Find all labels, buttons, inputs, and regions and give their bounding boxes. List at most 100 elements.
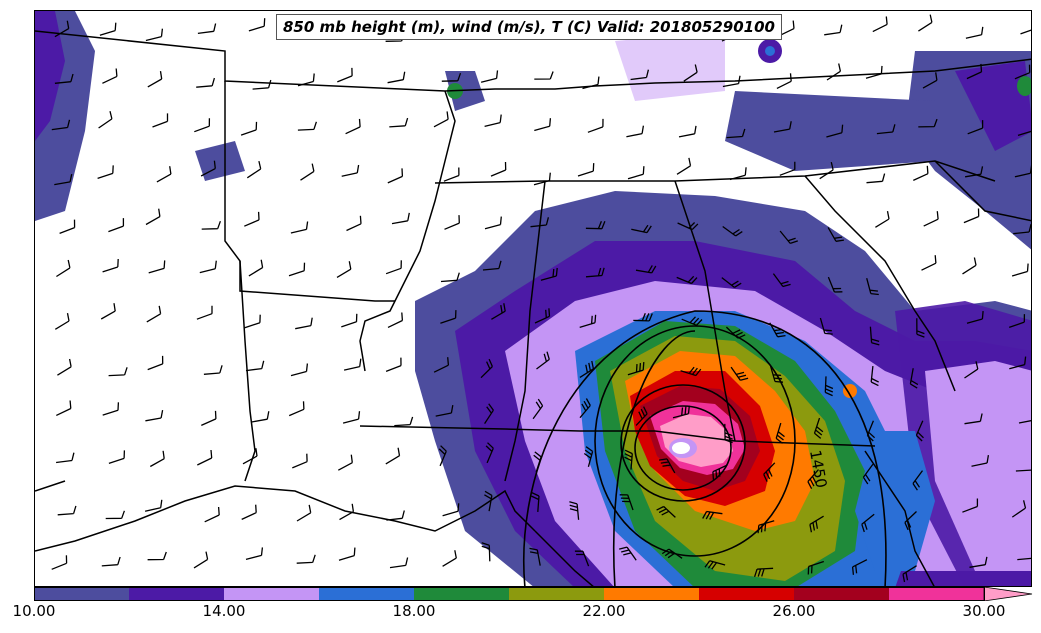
wind-barb — [197, 23, 217, 35]
colorbar-band — [34, 587, 130, 601]
wind-barb — [389, 557, 409, 569]
wind-barb — [102, 258, 119, 273]
wind-barb — [102, 68, 118, 84]
wind-barb — [481, 542, 491, 562]
wind-barb — [54, 173, 73, 186]
wind-barb — [776, 73, 792, 89]
wind-barb — [147, 355, 164, 371]
wind-barb — [343, 358, 362, 371]
wind-barb — [391, 212, 410, 225]
wind-barb — [387, 71, 406, 84]
wind-barb — [435, 404, 454, 417]
wind-barb — [807, 469, 819, 490]
colorbar-band — [604, 587, 700, 601]
wind-barb — [656, 505, 676, 518]
wind-barb — [865, 65, 883, 79]
wind-barb — [826, 63, 842, 81]
wind-barb — [385, 447, 401, 465]
wind-barb — [200, 160, 216, 177]
wind-barb — [336, 261, 352, 278]
map-panel: 1450 — [34, 10, 1032, 587]
wind-barb — [807, 560, 825, 575]
wind-barb — [569, 501, 580, 520]
wind-barb — [152, 113, 169, 128]
wind-barb — [57, 505, 77, 516]
wind-barb — [100, 303, 116, 320]
wind-barb — [965, 26, 984, 39]
wind-barb — [757, 520, 775, 534]
wind-barbs — [51, 14, 1031, 583]
wind-barb — [59, 219, 76, 235]
wind-barb — [909, 368, 919, 389]
wind-barb — [1014, 165, 1031, 178]
wind-barb — [635, 406, 648, 426]
colorbar-tick-label: 22.00 — [582, 602, 626, 620]
wind-barb — [145, 28, 164, 42]
wind-barb — [484, 403, 494, 424]
wind-barb — [389, 117, 409, 128]
wind-barb — [295, 317, 313, 330]
wind-barb — [531, 492, 540, 512]
wind-barb — [338, 547, 356, 561]
colorbar-band — [129, 587, 225, 601]
wind-barb — [1013, 224, 1031, 235]
wind-barb — [1011, 263, 1029, 277]
colorbar-band — [699, 587, 795, 601]
wind-barb — [964, 413, 983, 425]
wind-barb — [536, 351, 550, 370]
wind-barb — [769, 366, 784, 383]
map-canvas: 1450 — [35, 11, 1031, 586]
wind-barb — [480, 358, 493, 379]
wind-barb — [763, 462, 776, 482]
wind-barb — [702, 510, 723, 520]
colorbar — [34, 587, 1033, 601]
wind-barb — [681, 316, 703, 326]
wind-barb — [530, 217, 550, 228]
wind-barb — [577, 163, 595, 177]
wind-barb — [913, 165, 929, 181]
wind-barb — [872, 16, 888, 33]
wind-barb — [252, 79, 272, 90]
wind-barb — [627, 362, 645, 376]
wind-barb — [918, 14, 933, 32]
wind-barb — [533, 451, 542, 473]
wind-barb — [441, 72, 462, 82]
wind-barb — [145, 409, 164, 422]
wind-barb — [244, 211, 260, 227]
wind-barb — [248, 259, 264, 277]
wind-barb — [964, 361, 979, 379]
wind-barb — [490, 161, 507, 177]
wind-barb — [149, 450, 165, 468]
colorbar-tick-label: 18.00 — [392, 602, 436, 620]
wind-barb — [288, 262, 306, 277]
wind-barb — [819, 317, 833, 335]
wind-barb — [866, 420, 876, 442]
wind-barb — [585, 220, 606, 230]
wind-barb — [773, 121, 792, 133]
wind-barb — [56, 400, 72, 416]
wind-barb — [485, 442, 494, 464]
wind-barb — [491, 303, 506, 320]
wind-barb — [775, 422, 785, 444]
wind-barb — [387, 312, 404, 328]
wind-barb — [726, 128, 746, 139]
wind-barb — [101, 556, 121, 567]
wind-barb — [964, 166, 984, 178]
wind-barb — [98, 111, 113, 129]
colorbar-band — [319, 587, 415, 601]
wind-barb — [1017, 557, 1031, 561]
wind-barb — [540, 267, 558, 281]
wind-barb — [779, 161, 796, 176]
wind-barb — [704, 560, 726, 570]
wind-barb — [194, 118, 211, 133]
wind-barb — [204, 506, 220, 523]
wind-barb — [624, 449, 633, 470]
wind-barb — [56, 452, 75, 464]
wind-barb — [54, 312, 70, 330]
wind-barb — [193, 551, 209, 569]
wind-barb — [341, 164, 360, 177]
wind-barb — [97, 165, 114, 180]
wind-barb — [341, 313, 358, 328]
wind-barb — [386, 510, 405, 521]
wind-barb — [866, 278, 879, 296]
